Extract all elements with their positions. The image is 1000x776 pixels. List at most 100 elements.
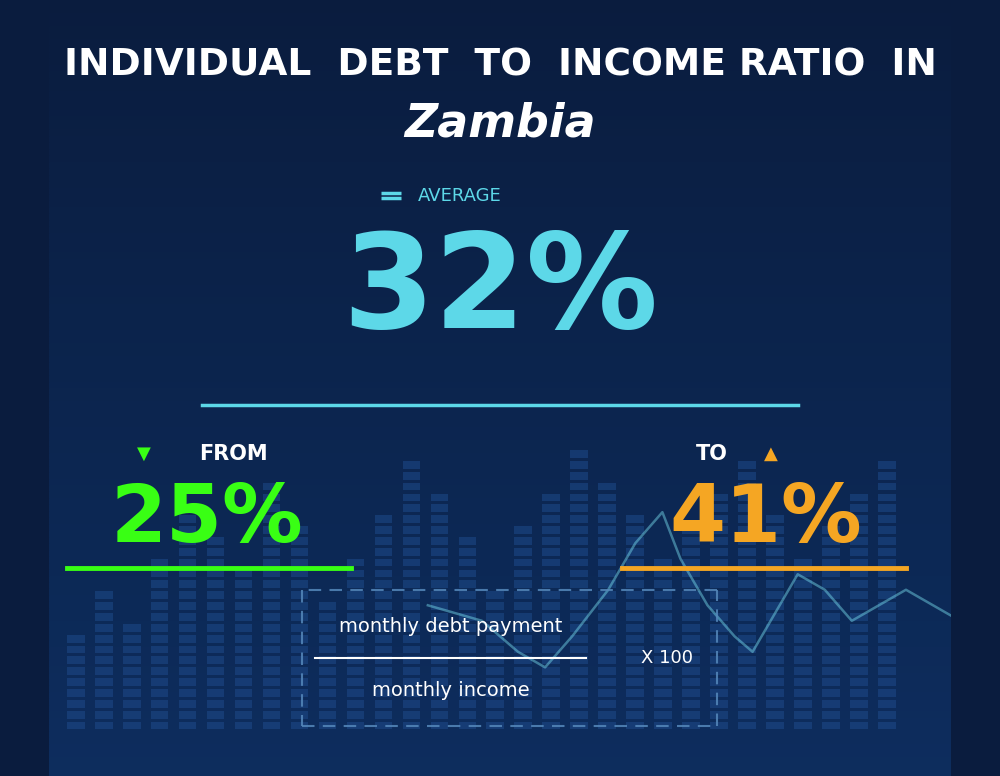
- Bar: [347, 656, 364, 664]
- Bar: [235, 722, 252, 729]
- Bar: [207, 613, 224, 621]
- Bar: [598, 483, 616, 490]
- Text: X 100: X 100: [641, 649, 693, 667]
- Bar: [766, 591, 784, 599]
- Bar: [822, 591, 840, 599]
- Bar: [207, 635, 224, 643]
- Bar: [431, 580, 448, 588]
- Bar: [542, 689, 560, 697]
- Bar: [403, 537, 420, 545]
- Bar: [542, 678, 560, 686]
- Bar: [235, 656, 252, 664]
- Bar: [486, 711, 504, 719]
- Bar: [542, 613, 560, 621]
- Bar: [123, 700, 141, 708]
- Bar: [151, 613, 168, 621]
- Bar: [49, 705, 951, 712]
- Bar: [235, 700, 252, 708]
- Bar: [626, 667, 644, 675]
- Bar: [151, 711, 168, 719]
- Bar: [49, 291, 951, 297]
- Bar: [49, 518, 951, 524]
- Bar: [49, 58, 951, 64]
- Bar: [49, 220, 951, 227]
- Bar: [49, 194, 951, 200]
- Bar: [49, 537, 951, 543]
- Bar: [207, 667, 224, 675]
- Bar: [766, 526, 784, 534]
- Bar: [570, 722, 588, 729]
- Bar: [403, 711, 420, 719]
- Bar: [710, 613, 728, 621]
- Bar: [766, 646, 784, 653]
- Bar: [682, 700, 700, 708]
- Bar: [738, 537, 756, 545]
- Bar: [291, 656, 308, 664]
- Bar: [598, 635, 616, 643]
- Bar: [850, 613, 868, 621]
- Bar: [738, 580, 756, 588]
- Bar: [514, 548, 532, 556]
- Bar: [514, 537, 532, 545]
- Bar: [95, 591, 113, 599]
- Bar: [49, 679, 951, 685]
- Bar: [151, 635, 168, 643]
- Bar: [431, 602, 448, 610]
- Bar: [403, 591, 420, 599]
- Bar: [49, 155, 951, 161]
- Bar: [850, 667, 868, 675]
- Bar: [570, 635, 588, 643]
- Bar: [486, 602, 504, 610]
- Bar: [738, 494, 756, 501]
- Bar: [459, 646, 476, 653]
- Bar: [738, 570, 756, 577]
- Bar: [291, 570, 308, 577]
- Bar: [151, 559, 168, 566]
- Bar: [598, 656, 616, 664]
- Bar: [598, 548, 616, 556]
- Bar: [570, 700, 588, 708]
- Bar: [291, 580, 308, 588]
- Bar: [542, 526, 560, 534]
- Bar: [682, 678, 700, 686]
- Bar: [794, 678, 812, 686]
- Bar: [598, 559, 616, 566]
- Bar: [654, 591, 672, 599]
- Bar: [682, 613, 700, 621]
- Bar: [654, 613, 672, 621]
- Bar: [49, 78, 951, 84]
- Bar: [179, 635, 196, 643]
- Bar: [49, 718, 951, 724]
- Bar: [598, 613, 616, 621]
- Bar: [878, 580, 896, 588]
- Bar: [626, 678, 644, 686]
- Bar: [598, 591, 616, 599]
- Bar: [207, 646, 224, 653]
- Bar: [179, 537, 196, 545]
- Bar: [49, 549, 951, 556]
- Bar: [459, 656, 476, 664]
- Bar: [263, 646, 280, 653]
- Bar: [654, 559, 672, 566]
- Text: 41%: 41%: [670, 481, 862, 559]
- Bar: [235, 678, 252, 686]
- Bar: [878, 559, 896, 566]
- Bar: [431, 646, 448, 653]
- Bar: [291, 635, 308, 643]
- Bar: [431, 537, 448, 545]
- Bar: [49, 640, 951, 646]
- Bar: [710, 591, 728, 599]
- Bar: [49, 304, 951, 310]
- Bar: [878, 656, 896, 664]
- Bar: [179, 526, 196, 534]
- Bar: [347, 689, 364, 697]
- Bar: [850, 700, 868, 708]
- Bar: [486, 700, 504, 708]
- Bar: [486, 635, 504, 643]
- Bar: [403, 570, 420, 577]
- Bar: [151, 689, 168, 697]
- Bar: [598, 700, 616, 708]
- Bar: [682, 591, 700, 599]
- Bar: [49, 239, 951, 246]
- Bar: [766, 537, 784, 545]
